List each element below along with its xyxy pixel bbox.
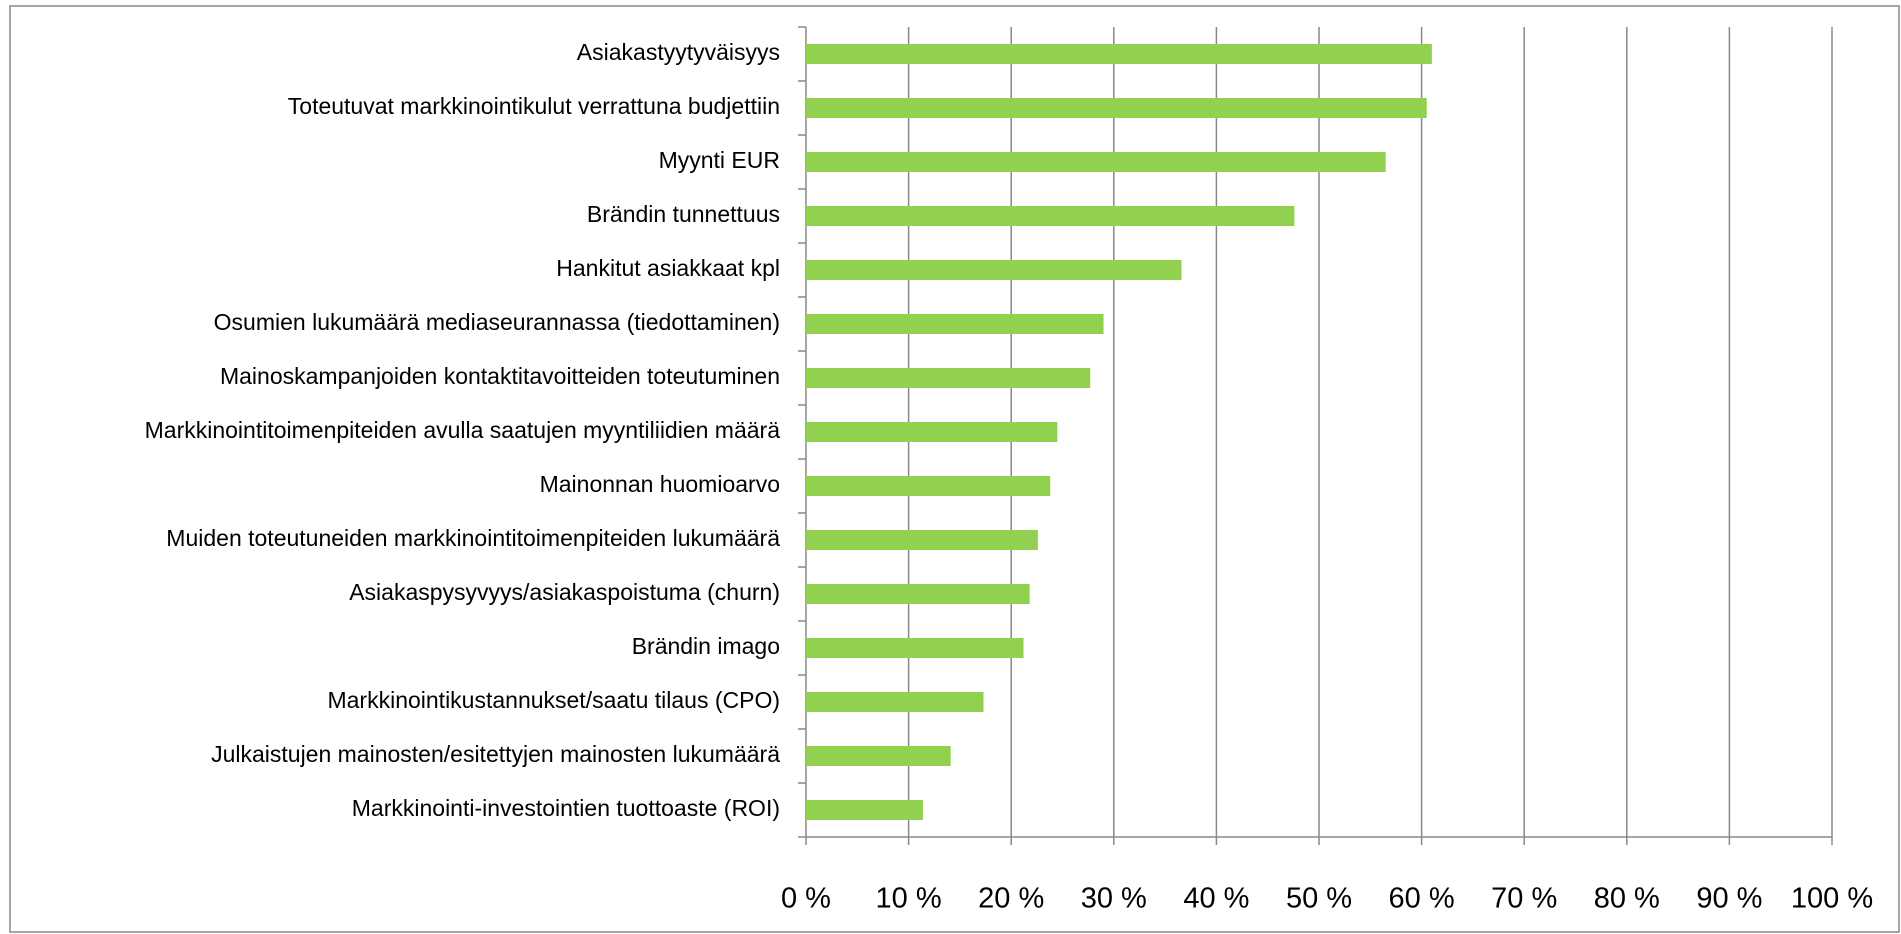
y-tick-label: Julkaistujen mainosten/esitettyjen maino… [211,741,780,767]
x-tick-label: 20 % [978,883,1044,915]
x-tick-label: 50 % [1286,883,1352,915]
x-tick-label: 30 % [1081,883,1147,915]
x-tick-label: 0 % [781,883,831,915]
bar [806,422,1058,442]
y-tick-label: Brändin imago [632,633,780,659]
y-tick-label: Toteutuvat markkinointikulut verrattuna … [288,93,780,119]
bar [806,800,923,820]
y-tick-label: Myynti EUR [659,147,780,173]
x-tick-label: 100 % [1791,883,1873,915]
y-tick-label: Asiakaspysyvyys/asiakaspoistuma (churn) [349,579,780,605]
bar [806,206,1295,226]
bar [806,476,1051,496]
bar [806,746,951,766]
bar [806,98,1427,118]
y-tick-label: Hankitut asiakkaat kpl [556,255,780,281]
bar [806,44,1432,64]
bar [806,584,1030,604]
bar [806,152,1386,172]
bar [806,692,984,712]
bar [806,260,1182,280]
x-tick-label: 60 % [1389,883,1455,915]
x-tick-label: 70 % [1491,883,1557,915]
x-tick-label: 10 % [876,883,942,915]
y-tick-label: Muiden toteutuneiden markkinointitoimenp… [166,525,780,551]
y-tick-label: Markkinointitoimenpiteiden avulla saatuj… [145,417,781,443]
y-tick-label: Osumien lukumäärä mediaseurannassa (tied… [214,309,780,335]
y-tick-label: Brändin tunnettuus [587,201,780,227]
y-tick-label: Asiakastyytyväisyys [577,39,780,65]
y-tick-label: Markkinointikustannukset/saatu tilaus (C… [327,687,780,713]
y-tick-label: Mainoskampanjoiden kontaktitavoitteiden … [220,363,780,389]
y-tick-label: Markkinointi-investointien tuottoaste (R… [352,795,780,821]
x-tick-label: 80 % [1594,883,1660,915]
bar [806,530,1038,550]
chart-border [9,5,1900,933]
bar [806,314,1104,334]
x-tick-label: 40 % [1183,883,1249,915]
y-tick-label: Mainonnan huomioarvo [540,471,780,497]
x-tick-label: 90 % [1696,883,1762,915]
bar [806,368,1091,388]
bar [806,638,1024,658]
